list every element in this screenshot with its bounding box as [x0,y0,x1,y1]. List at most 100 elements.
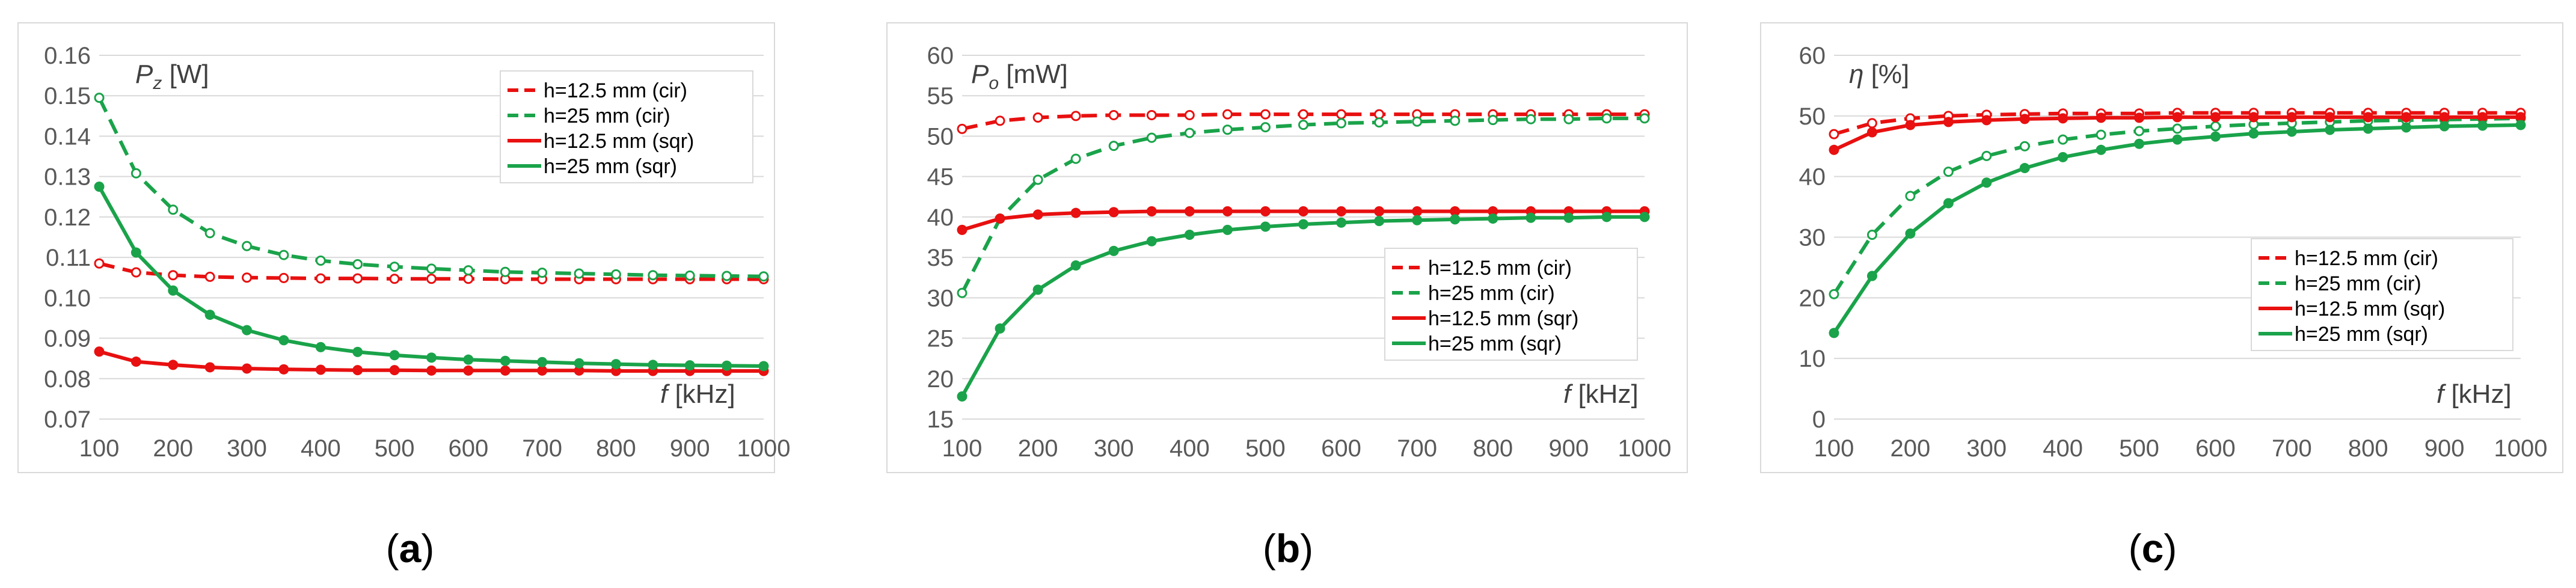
x-tick-label: 700 [522,435,562,462]
data-point [500,365,511,376]
data-point [957,391,968,402]
data-point [389,365,400,376]
legend-entry: h=25 mm (cir) [2295,272,2421,295]
data-point [1108,245,1119,256]
data-point [1146,132,1157,143]
data-point [1070,111,1081,121]
data-point [1336,217,1347,228]
x-tick-label: 600 [2195,435,2236,462]
data-point [1260,109,1271,120]
data-point [463,365,474,376]
data-point [352,346,363,357]
data-point [2172,123,2183,134]
y-tick-label: 60 [1799,43,1826,69]
data-point [1829,328,1839,338]
data-point [242,272,253,283]
data-point [2477,120,2488,131]
chart-panel-c: 0 10 20 30 40 50 60 100 200 300 400 500 600 700 800 900… [1760,22,2563,571]
panel-caption: (b) [1263,526,1313,571]
legend-entry: h=25 mm (sqr) [544,155,677,178]
data-point [1374,117,1385,128]
legend-box [500,70,753,183]
chart-panel-a: 0.07 0.08 0.09 0.10 0.11 0.12 0.13 0.14 0.15 0.16… [17,22,790,571]
y-tick-label: 25 [927,326,954,352]
x-tick-label: 200 [1891,435,1931,462]
x-tick-label: 700 [2272,435,2312,462]
data-point [2019,141,2030,152]
legend-entry: h=12.5 mm (sqr) [544,130,694,153]
data-point [168,270,179,281]
y-tick-label: 0.11 [46,245,91,271]
y-tick-label: 0.12 [44,204,91,231]
y-tick-label: 0 [1812,406,1826,433]
y-tick-label: 10 [1799,346,1826,372]
y-tick-label: 45 [927,164,954,191]
data-point [1905,120,1916,130]
data-point [463,265,474,276]
data-point [1222,124,1233,135]
data-point [1866,271,1877,281]
data-point [684,360,695,371]
data-point [130,168,141,179]
data-point [1526,212,1536,223]
data-point [1298,206,1308,216]
data-point [1184,127,1195,138]
data-point [684,270,695,281]
x-tick-label: 200 [1018,435,1058,462]
legend-entry: h=25 mm (cir) [544,105,670,127]
data-point [1526,114,1536,124]
legend: h=12.5 mm (cir) h=25 mm (cir) h=12.5 mm (s… [500,70,753,183]
data-point [1032,209,1043,220]
data-point [995,213,1005,224]
data-point [2134,112,2145,123]
data-point [2134,126,2145,136]
data-point [2515,112,2526,123]
data-point [1412,116,1423,127]
data-point [426,274,437,284]
x-axis-label: f [kHz] [660,379,735,409]
x-tick-label: 300 [1094,435,1134,462]
y-tick-label: 55 [927,83,954,109]
data-point [1336,118,1347,129]
data-point [463,354,474,365]
x-tick-label: 800 [2348,435,2388,462]
data-point [995,115,1005,126]
legend-entry: h=12.5 mm (cir) [2295,247,2438,270]
x-tick-label: 100 [79,435,120,462]
data-point [2401,112,2412,123]
y-tick-label: 40 [1799,164,1826,191]
data-point [426,352,437,363]
data-point [2019,114,2030,124]
y-tick-label: 30 [927,285,954,311]
data-point [1374,216,1385,227]
data-point [426,365,437,376]
x-axis-label: f [kHz] [1563,379,1639,409]
data-point [204,228,215,239]
legend-entry: h=12.5 mm (cir) [544,79,687,102]
data-point [94,258,105,269]
data-point [2210,131,2221,142]
data-point [610,359,621,370]
x-tick-label: 700 [1397,435,1437,462]
data-point [1866,118,1877,129]
data-point [1981,115,1992,126]
data-point [722,360,732,371]
x-tick-label: 900 [670,435,710,462]
data-point [957,287,968,298]
data-point [1184,206,1195,216]
legend-box [2251,238,2513,351]
data-point [130,247,141,258]
data-point [352,365,363,376]
data-point [1260,206,1271,216]
data-point [2019,163,2030,174]
data-point [1070,153,1081,164]
data-point [957,123,968,134]
data-point [1032,284,1043,295]
data-point [130,267,141,278]
data-point [1108,109,1119,120]
series-3 [94,346,769,376]
data-point [1601,212,1612,222]
x-tick-label: 800 [1473,435,1513,462]
data-point [278,272,289,283]
data-point [1639,212,1650,222]
